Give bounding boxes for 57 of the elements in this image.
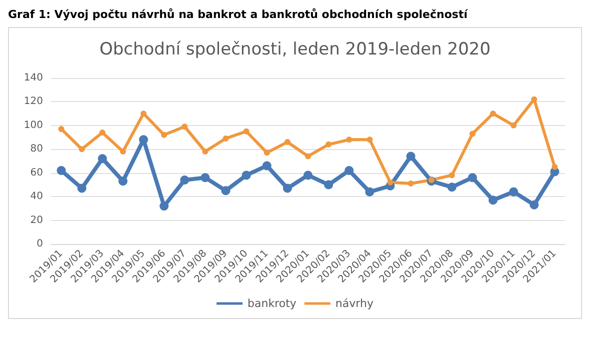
y-tick-label: 120 [24, 96, 43, 108]
point [326, 141, 332, 148]
point [365, 187, 374, 196]
point [552, 164, 558, 170]
point [387, 179, 394, 186]
point [180, 175, 190, 184]
y-tick-label: 80 [30, 144, 43, 155]
point [468, 173, 477, 182]
point [282, 184, 292, 193]
point [160, 202, 169, 211]
point [243, 128, 250, 134]
point [58, 126, 64, 132]
point [77, 184, 86, 193]
point [264, 150, 270, 156]
point [78, 146, 85, 152]
y-tick-label: 40 [30, 191, 43, 202]
point [344, 166, 354, 175]
point [284, 139, 290, 146]
point [99, 130, 106, 136]
point [324, 180, 334, 190]
point [305, 153, 311, 160]
chart-subtitle: Obchodní společnosti, leden 2019-leden 2020 [99, 40, 491, 60]
point [366, 136, 373, 143]
point [530, 200, 539, 210]
point [509, 187, 518, 196]
point [202, 148, 208, 155]
point [242, 170, 251, 180]
legend-label: bankroty [248, 297, 297, 310]
point [200, 173, 210, 182]
point [222, 135, 229, 142]
y-tick-label: 100 [24, 120, 43, 131]
point [469, 130, 476, 137]
y-tick-label: 20 [30, 214, 43, 226]
chart-title: Graf 1: Vývoj počtu návrhů na bankrot a bankrotů obchodních společností [8, 8, 469, 21]
legend-label: návrhy [335, 297, 374, 310]
y-tick-label: 0 [36, 238, 43, 250]
point [406, 152, 416, 161]
point [447, 182, 456, 192]
point [408, 180, 414, 187]
point [140, 110, 147, 117]
y-tick-label: 60 [30, 167, 43, 178]
point [510, 122, 517, 128]
point [488, 196, 498, 205]
point [490, 110, 496, 117]
point [346, 136, 352, 143]
point [262, 161, 272, 170]
point [448, 172, 455, 178]
point [118, 176, 128, 186]
point [120, 148, 126, 155]
y-tick-label: 140 [24, 72, 43, 84]
point [98, 154, 107, 164]
point [182, 124, 188, 130]
point [161, 132, 168, 138]
point [56, 166, 66, 175]
point [221, 186, 230, 196]
point [304, 170, 312, 180]
point [428, 176, 434, 183]
